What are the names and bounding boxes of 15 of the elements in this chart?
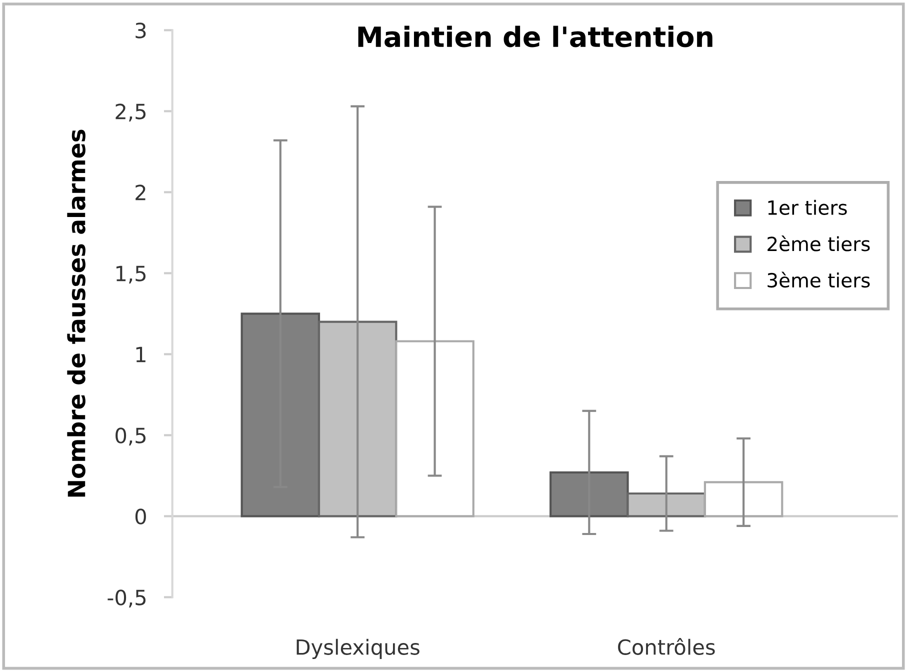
y-tick-label: 1: [136, 346, 146, 362]
legend-label: 3ème tiers: [768, 272, 870, 288]
y-tick-label: 1,5: [116, 266, 146, 284]
x-tick-label: Contrôles: [618, 638, 715, 655]
legend-label: 2ème tiers: [768, 235, 870, 252]
y-tick-label: -0,5: [108, 590, 146, 608]
y-tick-label: 3: [136, 22, 146, 38]
y-tick-label: 0,5: [116, 428, 146, 446]
y-axis-title: Nombre de fausses alarmes: [67, 130, 86, 497]
legend-label: 1er tiers: [768, 200, 847, 215]
chart-title: Maintien de l'attention: [358, 26, 712, 48]
y-tick-label: 2,5: [116, 104, 146, 122]
y-tick-label: 0: [135, 508, 146, 524]
x-tick-label: Dyslexiques: [296, 638, 420, 660]
y-tick-label: 2: [136, 184, 146, 200]
